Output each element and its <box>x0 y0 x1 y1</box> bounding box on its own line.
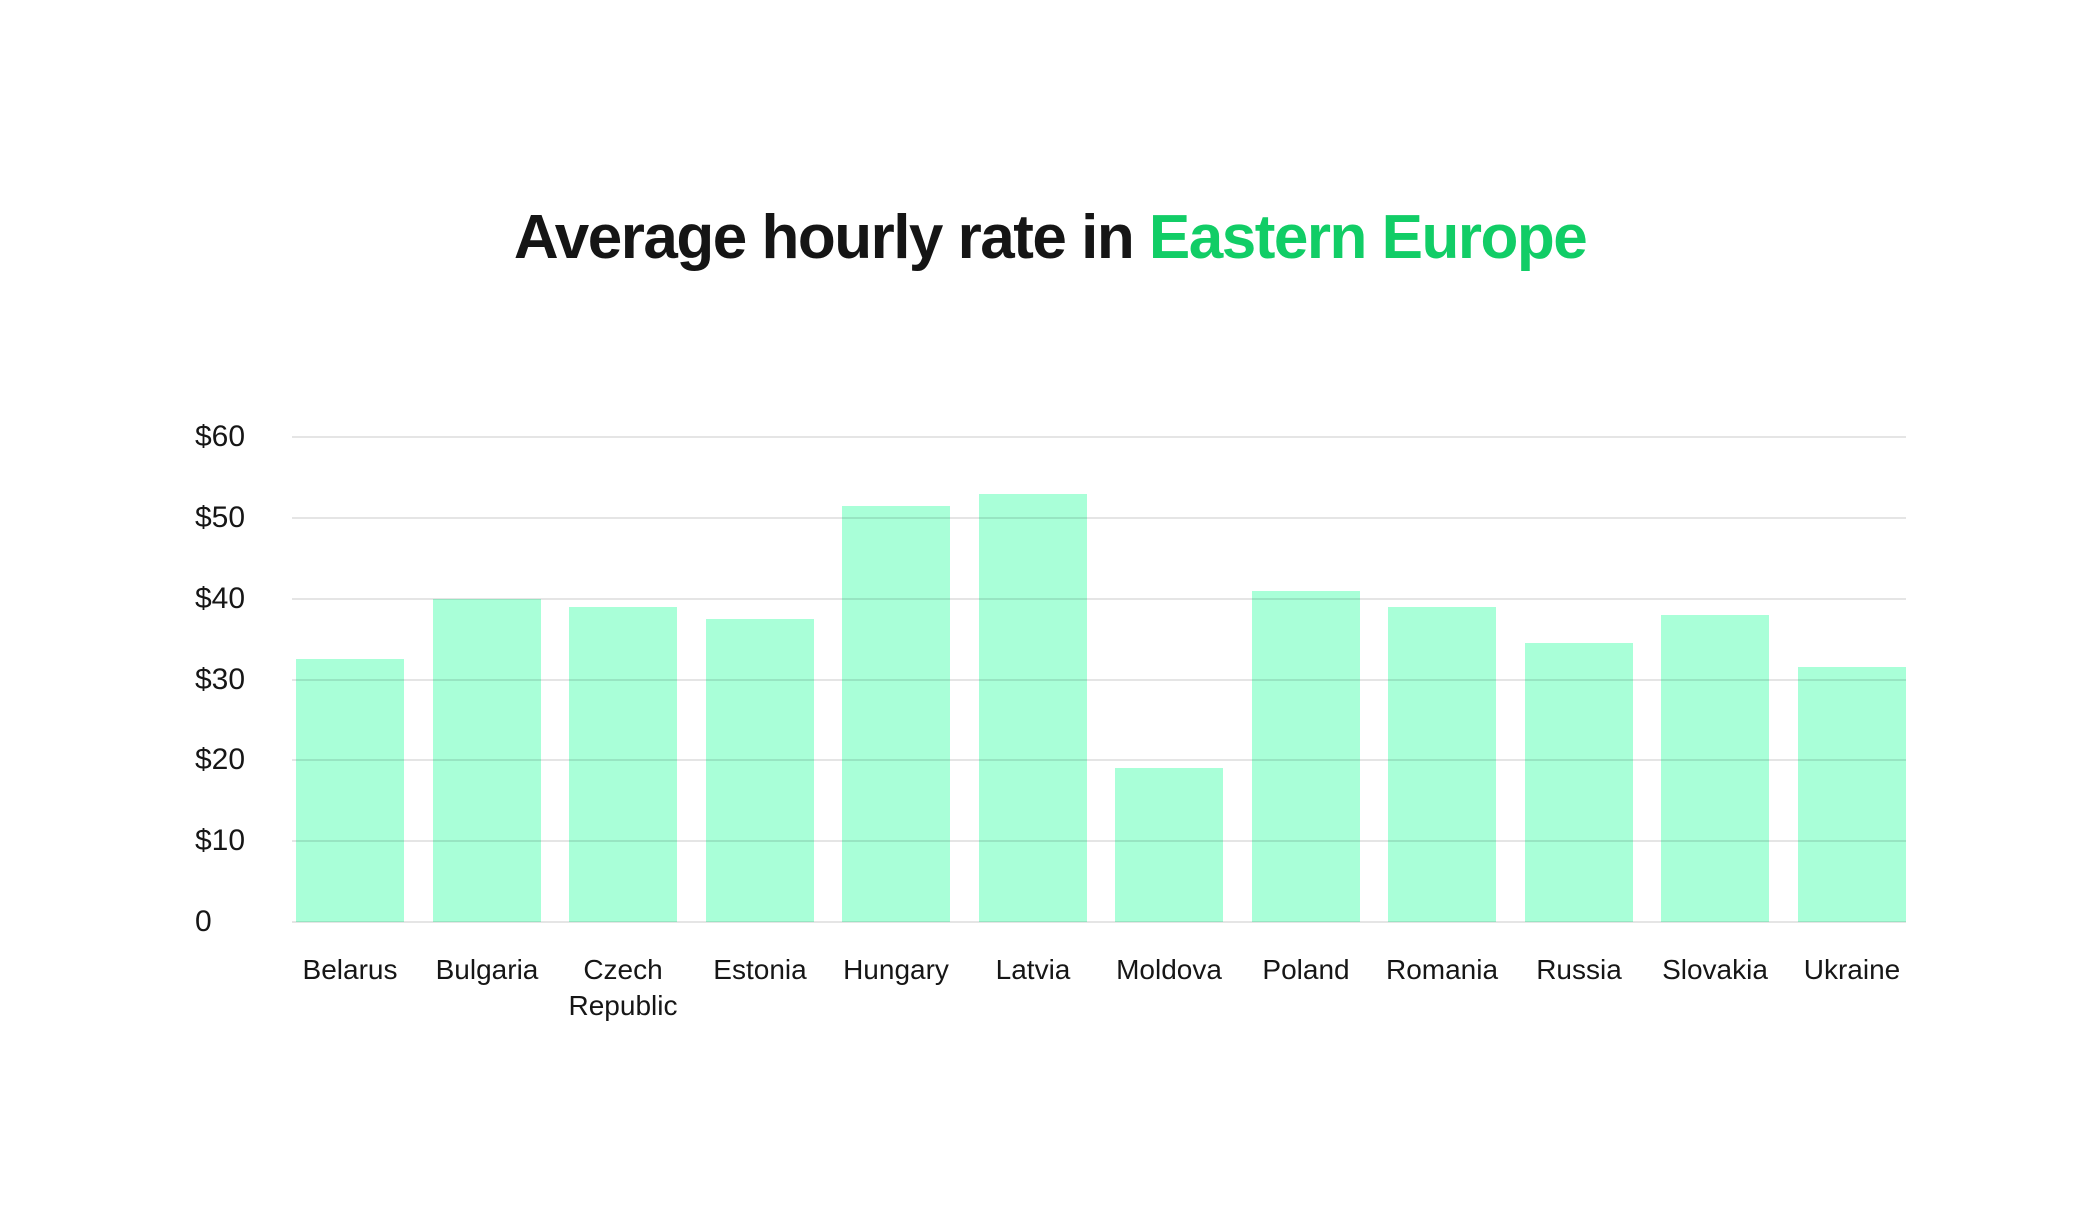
bar-bulgaria <box>432 599 541 922</box>
x-axis-label-latvia: Latvia <box>995 954 1071 985</box>
y-axis-tick-30: $30 <box>195 663 246 696</box>
gridline-60 <box>292 436 1906 438</box>
x-axis-label-slovakia: Slovakia <box>1662 954 1768 985</box>
plot-area <box>292 436 1906 923</box>
x-axis-label-hungary: Hungary <box>843 954 949 985</box>
bar-slovakia <box>1661 615 1770 922</box>
chart-title-highlight: Eastern Europe <box>1148 203 1588 272</box>
bar-estonia <box>705 619 814 922</box>
chart-title: Average hourly rate in Eastern Europe <box>0 203 2100 273</box>
x-axis-label-russia: Russia <box>1536 954 1622 985</box>
bar-moldova <box>1115 768 1224 922</box>
y-axis-tick-40: $40 <box>195 582 246 615</box>
x-axis-label-romania: Romania <box>1385 954 1499 985</box>
y-axis-tick-0: 0 <box>195 905 212 938</box>
x-axis-label-moldova: Moldova <box>1116 954 1222 985</box>
gridline-0 <box>292 921 1906 923</box>
gridline-50 <box>292 517 1906 519</box>
y-axis-tick-60: $60 <box>195 420 246 453</box>
bar-romania <box>1388 607 1497 922</box>
y-axis-tick-10: $10 <box>195 824 246 857</box>
bar-ukraine <box>1797 667 1906 922</box>
bar-latvia <box>978 494 1087 922</box>
bar-czech-republic <box>569 607 678 922</box>
chart-title-text: Average hourly rate in <box>513 203 1149 272</box>
bar-belarus <box>296 659 404 922</box>
bar-hungary <box>842 506 951 922</box>
gridline-40 <box>292 598 1906 600</box>
y-axis-tick-20: $20 <box>195 743 246 776</box>
bar-series <box>296 437 1906 922</box>
gridline-20 <box>292 759 1906 761</box>
bar-poland <box>1251 591 1360 922</box>
x-axis-label-czech-republic: Czech Republic <box>568 954 678 1021</box>
x-axis-label-ukraine: Ukraine <box>1803 954 1901 985</box>
x-axis-label-bulgaria: Bulgaria <box>435 954 539 985</box>
x-axis-label-poland: Poland <box>1262 954 1350 985</box>
gridline-30 <box>292 679 1906 681</box>
x-axis-label-belarus: Belarus <box>302 954 398 985</box>
gridline-10 <box>292 840 1906 842</box>
x-axis-label-estonia: Estonia <box>713 954 807 985</box>
y-axis-tick-50: $50 <box>195 501 246 534</box>
bar-russia <box>1524 643 1633 922</box>
